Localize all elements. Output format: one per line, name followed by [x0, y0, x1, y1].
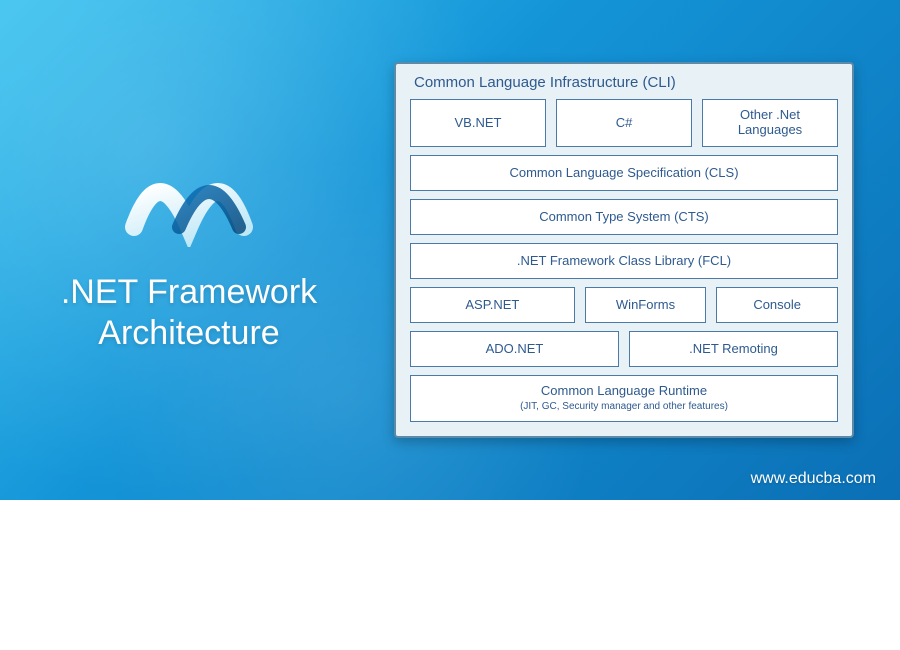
diagram-rows: VB.NET C# Other .Net Languages Common Langu…	[410, 99, 838, 421]
left-panel: .NET Framework Architecture	[0, 127, 378, 374]
diagram-box: Other .Net Languages	[702, 99, 838, 147]
diagram-box: ADO.NET	[410, 331, 619, 367]
footer-url: www.educba.com	[751, 470, 876, 488]
diagram-row: Common Type System (CTS)	[410, 199, 838, 235]
diagram-title: Common Language Infrastructure (CLI)	[410, 74, 838, 91]
box-label: VB.NET	[455, 116, 502, 131]
diagram-box: .NET Remoting	[629, 331, 838, 367]
diagram-row: Common Language Runtime (JIT, GC, Securit…	[410, 375, 838, 421]
diagram-box: WinForms	[585, 287, 707, 323]
diagram-box: C#	[556, 99, 692, 147]
diagram-row: VB.NET C# Other .Net Languages	[410, 99, 838, 147]
box-label: ASP.NET	[465, 298, 519, 313]
diagram-box: Common Type System (CTS)	[410, 199, 838, 235]
diagram-row: Common Language Specification (CLS)	[410, 155, 838, 191]
diagram-row: .NET Framework Class Library (FCL)	[410, 243, 838, 279]
diagram-row: ASP.NET WinForms Console	[410, 287, 838, 323]
box-label: Common Language Specification (CLS)	[509, 166, 738, 181]
box-label: .NET Framework Class Library (FCL)	[517, 254, 731, 269]
title-line2: Architecture	[98, 314, 279, 352]
box-label: Common Language Runtime	[541, 384, 707, 399]
diagram-box: VB.NET	[410, 99, 546, 147]
content-wrap: .NET Framework Architecture Common Langu…	[0, 0, 900, 500]
box-label: Other .Net Languages	[709, 108, 831, 138]
box-label: ADO.NET	[486, 342, 544, 357]
box-sublabel: (JIT, GC, Security manager and other fea…	[520, 401, 728, 413]
dotnet-logo-icon	[119, 147, 259, 252]
box-label: Console	[753, 298, 801, 313]
diagram-box: .NET Framework Class Library (FCL)	[410, 243, 838, 279]
diagram-box: ASP.NET	[410, 287, 575, 323]
box-label: C#	[616, 116, 633, 131]
diagram-box: Common Language Specification (CLS)	[410, 155, 838, 191]
diagram-box: Common Language Runtime (JIT, GC, Securit…	[410, 375, 838, 421]
right-panel: Common Language Infrastructure (CLI) VB.…	[378, 62, 900, 437]
diagram-row: ADO.NET .NET Remoting	[410, 331, 838, 367]
diagram-box: Console	[716, 287, 838, 323]
architecture-diagram: Common Language Infrastructure (CLI) VB.…	[394, 62, 854, 437]
page-title: .NET Framework Architecture	[61, 272, 317, 354]
box-label: WinForms	[616, 298, 675, 313]
box-label: .NET Remoting	[689, 342, 778, 357]
title-line1: .NET Framework	[61, 273, 317, 311]
box-label: Common Type System (CTS)	[539, 210, 709, 225]
